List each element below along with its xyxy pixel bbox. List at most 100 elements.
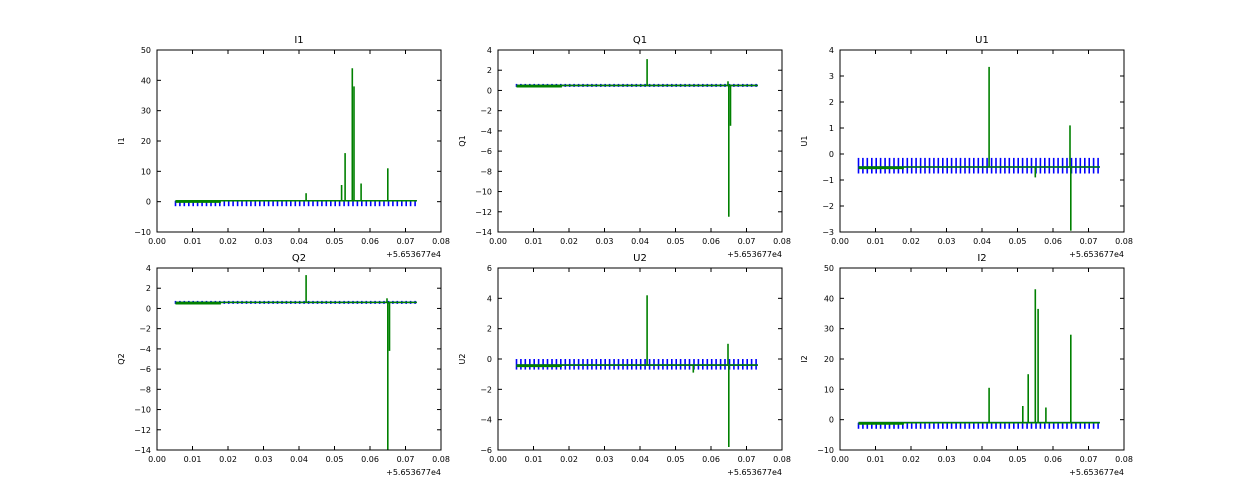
x-tick-label: 0.06 [702,237,720,246]
x-tick-label: 0.02 [560,237,578,246]
y-axis-label: U1 [800,136,809,147]
chart-panel-q1: 0.00 0.01 0.02 0.03 0.04 0.05 0.06 0.07 0.08 −14 −… [458,35,791,259]
x-tick-label: 0.05 [667,455,685,464]
y-tick-label: 50 [141,46,151,55]
y-tick-label: −4 [480,416,492,425]
y-tick-label: 4 [146,264,151,273]
x-tick-label: 0.01 [184,237,202,246]
x-tick-label: 0.08 [1115,455,1133,464]
plot-area [174,275,417,450]
x-offset-label: +5.653677e4 [386,468,441,477]
y-tick-label: −6 [139,365,151,374]
x-tick-label: 0.00 [489,455,507,464]
y-tick-label: 4 [487,294,492,303]
x-tick-label: 0.01 [184,455,202,464]
x-offset-label: +5.653677e4 [1069,468,1124,477]
y-tick-label: −2 [480,385,492,394]
x-tick-label: 0.03 [938,455,956,464]
x-tick-label: 0.03 [596,455,614,464]
plot-frame [497,49,783,233]
x-tick-label: 0.07 [738,237,756,246]
x-offset-label: +5.653677e4 [386,250,441,259]
y-tick-label: −14 [475,228,492,237]
y-tick-label: 10 [824,385,834,394]
chart-panel-q2: 0.00 0.01 0.02 0.03 0.04 0.05 0.06 0.07 0.08 −14 −… [117,253,450,477]
x-tick-label: 0.07 [1080,237,1098,246]
chart-panel-u2: 0.00 0.01 0.02 0.03 0.04 0.05 0.06 0.07 0.08 −6 −4… [458,253,791,477]
x-tick-label: 0.07 [397,455,415,464]
x-offset-label: +5.653677e4 [1069,250,1124,259]
x-tick-label: 0.00 [148,455,166,464]
chart-panel-u1: 0.00 0.01 0.02 0.03 0.04 0.05 0.06 0.07 0.08 −3 −2… [800,35,1133,259]
chart-panel-i2: 0.00 0.01 0.02 0.03 0.04 0.05 0.06 0.07 0.08 −10 0… [800,253,1133,477]
y-tick-label: −10 [134,406,151,415]
plot-area [515,59,758,217]
y-tick-label: −4 [480,127,492,136]
chart-title: I2 [977,253,986,264]
y-tick-label: 2 [487,325,492,334]
y-tick-label: 40 [141,76,151,85]
x-tick-label: 0.04 [631,237,649,246]
x-tick-label: 0.04 [631,455,649,464]
x-tick-label: 0.03 [255,237,273,246]
x-tick-label: 0.05 [667,237,685,246]
x-tick-label: 0.04 [290,455,308,464]
y-tick-label: 0 [829,150,834,159]
y-tick-label: 20 [141,137,151,146]
y-tick-label: −6 [480,147,492,156]
y-tick-label: −8 [480,167,492,176]
series-green [858,289,1100,425]
y-tick-label: 2 [829,98,834,107]
chart-title: I1 [294,35,303,46]
x-tick-label: 0.07 [738,455,756,464]
chart-panel-i1: 0.00 0.01 0.02 0.03 0.04 0.05 0.06 0.07 0.08 −10 0… [117,35,450,259]
y-tick-label: −12 [134,426,151,435]
y-tick-label: −4 [139,345,151,354]
x-tick-label: 0.01 [525,237,543,246]
x-tick-label: 0.07 [1080,455,1098,464]
y-tick-label: 2 [487,66,492,75]
x-tick-label: 0.05 [326,237,344,246]
series-blue [857,157,1100,174]
x-tick-label: 0.04 [973,455,991,464]
x-tick-label: 0.01 [867,237,885,246]
x-tick-label: 0.03 [938,237,956,246]
x-tick-label: 0.08 [432,455,450,464]
y-tick-label: 50 [824,264,834,273]
x-tick-label: 0.02 [902,237,920,246]
plot-area [174,68,417,207]
x-tick-label: 0.04 [973,237,991,246]
y-tick-label: 0 [487,355,492,364]
series-green [175,68,417,203]
plot-frame [156,267,442,451]
x-tick-label: 0.06 [361,455,379,464]
plot-area [515,295,758,447]
chart-title: Q1 [633,35,647,46]
y-tick-label: 4 [487,46,492,55]
series-green [858,66,1100,231]
y-tick-label: −2 [480,107,492,116]
y-tick-label: −12 [475,208,492,217]
x-tick-label: 0.00 [148,237,166,246]
y-tick-label: 0 [146,304,151,313]
y-tick-label: 0 [146,198,151,207]
x-tick-label: 0.06 [361,237,379,246]
x-tick-label: 0.01 [867,455,885,464]
x-tick-label: 0.02 [560,455,578,464]
x-tick-label: 0.03 [255,455,273,464]
y-tick-label: 0 [487,86,492,95]
y-axis-label: I1 [117,137,126,144]
x-tick-label: 0.05 [1009,455,1027,464]
chart-title: Q2 [292,253,306,264]
x-tick-label: 0.08 [1115,237,1133,246]
y-axis-label: U2 [458,354,467,365]
y-tick-label: 30 [824,325,834,334]
x-tick-label: 0.06 [702,455,720,464]
y-tick-label: 0 [829,416,834,425]
y-tick-label: 2 [146,284,151,293]
y-tick-label: 40 [824,294,834,303]
x-tick-label: 0.08 [432,237,450,246]
x-tick-label: 0.00 [489,237,507,246]
x-tick-label: 0.08 [773,455,791,464]
